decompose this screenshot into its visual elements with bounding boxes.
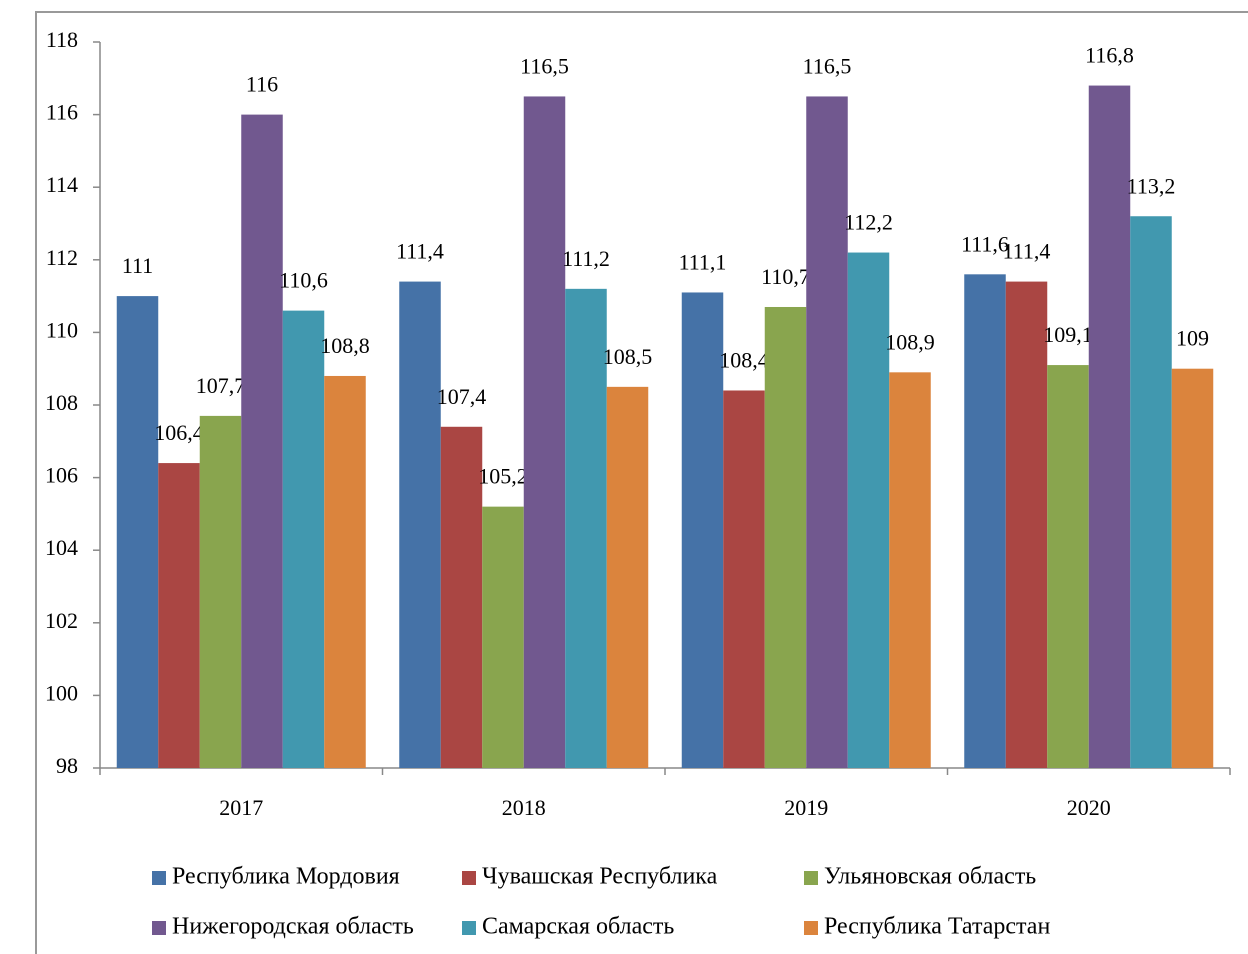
legend-swatch xyxy=(462,871,476,885)
bar xyxy=(1130,216,1172,769)
value-label: 111,1 xyxy=(679,250,727,275)
y-tick-label: 102 xyxy=(45,608,78,633)
bar xyxy=(606,386,649,768)
bar xyxy=(806,96,848,768)
value-label: 112,2 xyxy=(844,210,893,235)
bar xyxy=(523,96,566,768)
value-label: 108,8 xyxy=(320,333,370,358)
y-tick-label: 114 xyxy=(46,172,78,197)
value-label: 111,6 xyxy=(961,231,1009,256)
bar xyxy=(116,296,159,768)
value-label: 116 xyxy=(246,72,278,97)
bar xyxy=(158,463,200,768)
legend-label: Республика Татарстан xyxy=(824,914,1050,940)
legend-label: Чувашская Республика xyxy=(482,864,718,890)
legend-swatch xyxy=(152,871,166,885)
bar xyxy=(241,114,283,769)
value-label: 106,4 xyxy=(154,420,204,445)
value-label: 116,8 xyxy=(1085,43,1134,68)
legend-swatch xyxy=(804,871,818,885)
legend-swatch xyxy=(462,921,476,935)
bar xyxy=(399,281,441,768)
bar xyxy=(199,415,242,768)
y-tick-label: 112 xyxy=(46,245,78,270)
bar xyxy=(282,310,325,768)
y-tick-label: 104 xyxy=(45,535,78,560)
bar xyxy=(565,288,607,768)
value-label: 111,4 xyxy=(396,239,444,264)
legend-label: Нижегородская область xyxy=(172,914,414,940)
value-label: 116,5 xyxy=(520,53,569,78)
legend-label: Республика Мордовия xyxy=(172,864,400,890)
bar xyxy=(764,306,807,768)
value-label: 113,2 xyxy=(1127,173,1176,198)
bar xyxy=(1088,85,1131,768)
bar xyxy=(440,426,483,768)
bar xyxy=(1047,365,1089,768)
y-tick-label: 116 xyxy=(46,100,78,125)
value-label: 109,1 xyxy=(1043,322,1093,347)
bar xyxy=(1171,368,1214,768)
legend-label: Самарская область xyxy=(482,914,674,940)
value-label: 108,5 xyxy=(603,344,653,369)
value-label: 107,7 xyxy=(196,373,246,398)
y-tick-label: 100 xyxy=(45,680,78,705)
bar xyxy=(847,252,890,769)
bar xyxy=(723,390,765,768)
bar xyxy=(964,274,1006,768)
y-tick-label: 110 xyxy=(46,317,78,342)
x-tick-label: 2018 xyxy=(502,795,546,820)
x-tick-label: 2017 xyxy=(219,795,263,820)
legend-swatch xyxy=(804,921,818,935)
value-label: 105,2 xyxy=(478,464,528,489)
frame xyxy=(35,11,1248,954)
legend-swatch xyxy=(152,921,166,935)
bar xyxy=(1005,281,1048,768)
bar xyxy=(324,375,366,768)
x-tick-label: 2020 xyxy=(1067,795,1111,820)
value-label: 107,4 xyxy=(437,384,487,409)
bar xyxy=(681,292,724,768)
value-label: 111,4 xyxy=(1003,239,1051,264)
value-label: 116,5 xyxy=(803,53,852,78)
y-tick-label: 118 xyxy=(46,27,78,52)
bar xyxy=(482,506,524,768)
bar xyxy=(889,372,931,768)
value-label: 110,7 xyxy=(761,264,810,289)
value-label: 108,4 xyxy=(719,348,769,373)
x-tick-label: 2019 xyxy=(784,795,828,820)
value-label: 111 xyxy=(122,253,153,278)
y-tick-label: 98 xyxy=(56,753,78,778)
legend-label: Ульяновская область xyxy=(824,864,1036,890)
y-tick-label: 106 xyxy=(45,463,78,488)
y-tick-label: 108 xyxy=(45,390,78,415)
value-label: 111,2 xyxy=(562,246,610,271)
value-label: 108,9 xyxy=(885,329,935,354)
value-label: 109 xyxy=(1176,326,1209,351)
value-label: 110,6 xyxy=(279,268,328,293)
